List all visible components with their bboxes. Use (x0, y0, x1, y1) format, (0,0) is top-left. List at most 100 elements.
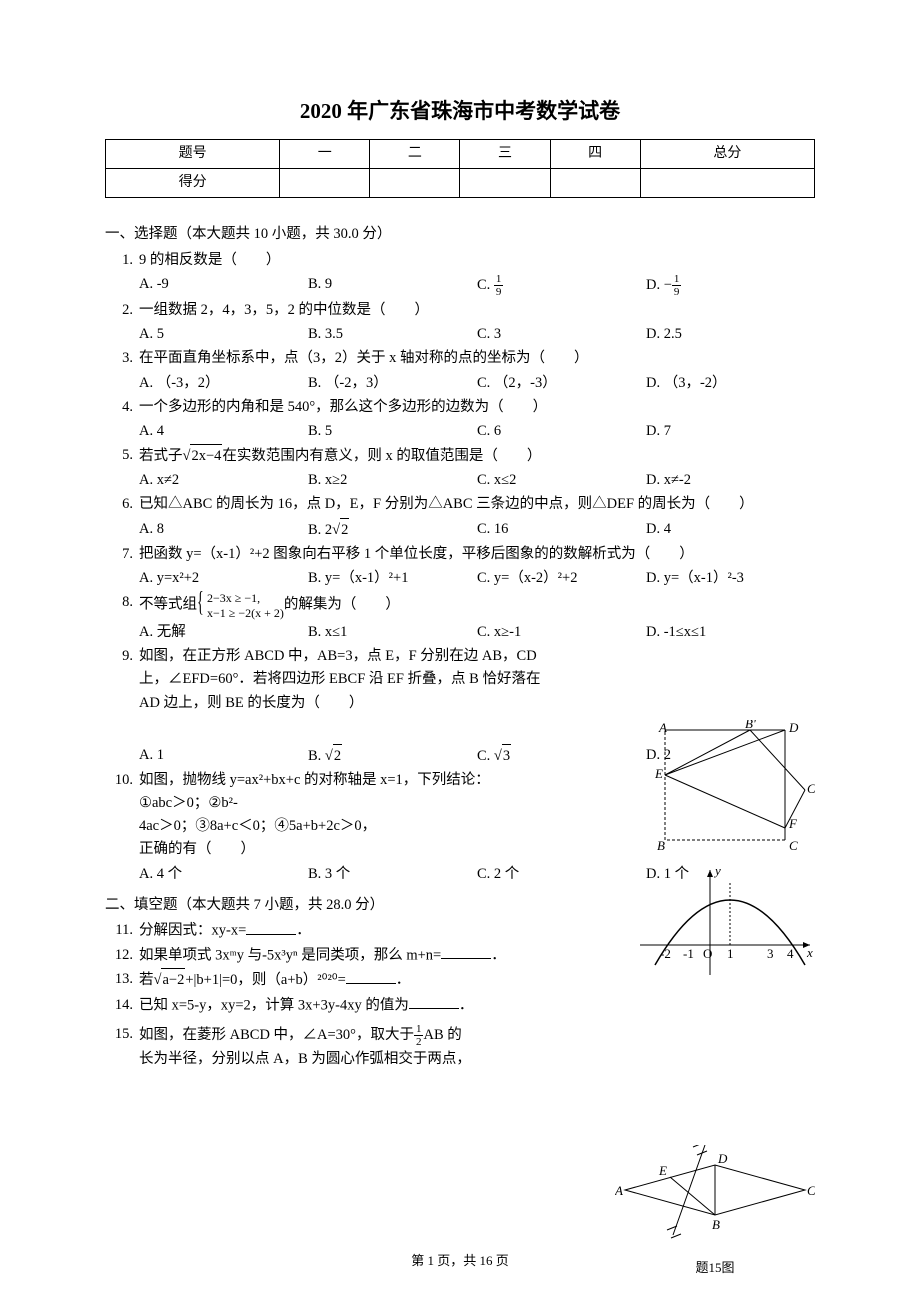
q8-text: 不等式组2−3x ≥ −1,x−1 ≥ −2(x + 2)的解集为（ ） (139, 591, 815, 620)
q6-opt-b: B. 22 (308, 518, 477, 542)
q11-num: 11. (105, 919, 139, 943)
q5-num: 5. (105, 444, 139, 492)
q6-opt-c: C. 16 (477, 518, 646, 542)
q1-text: 9 的相反数是（ ） (139, 249, 815, 272)
q3-text: 在平面直角坐标系中，点（3，2）关于 x 轴对称的点的坐标为（ ） (139, 347, 815, 370)
figure-q9: A B' D E C' F B C (655, 720, 815, 860)
svg-text:x: x (806, 945, 813, 960)
th-2: 二 (370, 139, 460, 168)
q6-num: 6. (105, 493, 139, 541)
figure-q10: O x y -2 -1 1 3 4 (635, 865, 815, 985)
td-1 (280, 168, 370, 197)
svg-text:A: A (615, 1183, 623, 1198)
svg-text:D: D (717, 1151, 728, 1166)
question-5: 5. 若式子2x−4在实数范围内有意义，则 x 的取值范围是（ ） A. x≠2… (105, 444, 815, 492)
q5-text: 若式子2x−4在实数范围内有意义，则 x 的取值范围是（ ） (139, 444, 815, 468)
q6-text: 已知△ABC 的周长为 16，点 D，E，F 分别为△ABC 三条边的中点，则△… (139, 493, 815, 516)
q4-opt-a: A. 4 (139, 420, 308, 443)
q10-line2: ①abc＞0；②b²- (139, 792, 519, 815)
q13-num: 13. (105, 968, 139, 992)
svg-text:4: 4 (787, 946, 794, 961)
td-3 (460, 168, 550, 197)
q5-opt-b: B. x≥2 (308, 469, 477, 492)
q10-opt-a: A. 4 个 (139, 863, 308, 886)
question-1: 1. 9 的相反数是（ ） A. -9 B. 9 C. 19 D. −19 (105, 249, 815, 298)
q8-num: 8. (105, 591, 139, 644)
q9-opt-b: B. 2 (308, 744, 477, 768)
q14-num: 14. (105, 994, 139, 1018)
svg-text:B: B (657, 838, 665, 853)
question-14: 14. 已知 x=5-y，xy=2，计算 3x+3y-4xy 的值为． (105, 994, 815, 1018)
q7-opt-b: B. y=（x-1）²+1 (308, 567, 477, 590)
question-6: 6. 已知△ABC 的周长为 16，点 D，E，F 分别为△ABC 三条边的中点… (105, 493, 815, 541)
svg-text:F: F (788, 816, 798, 831)
q2-opt-c: C. 3 (477, 323, 646, 346)
q3-num: 3. (105, 347, 139, 394)
svg-text:y: y (713, 865, 721, 878)
q7-text: 把函数 y=（x-1）²+2 图象向右平移 1 个单位长度，平移后图象的的数解析… (139, 543, 815, 566)
page-footer: 第 1 页，共 16 页 (0, 1251, 920, 1272)
q3-opt-a: A. （-3，2） (139, 372, 308, 395)
q10-text: 如图，抛物线 y=ax²+bx+c 的对称轴是 x=1，下列结论： (139, 769, 519, 792)
td-2 (370, 168, 460, 197)
svg-text:C: C (789, 838, 798, 853)
q6-opt-a: A. 8 (139, 518, 308, 542)
q2-text: 一组数据 2，4，3，5，2 的中位数是（ ） (139, 299, 815, 322)
q4-num: 4. (105, 396, 139, 443)
svg-text:A: A (658, 720, 667, 735)
q7-opt-d: D. y=（x-1）²-3 (646, 567, 815, 590)
svg-text:E: E (658, 1163, 667, 1178)
th-num: 题号 (106, 139, 280, 168)
q15-num: 15. (105, 1023, 139, 1071)
svg-text:B': B' (745, 720, 756, 731)
svg-text:3: 3 (767, 946, 774, 961)
td-score-label: 得分 (106, 168, 280, 197)
q1-num: 1. (105, 249, 139, 298)
q8-opt-b: B. x≤1 (308, 621, 477, 644)
th-4: 四 (550, 139, 640, 168)
q12-num: 12. (105, 944, 139, 968)
question-3: 3. 在平面直角坐标系中，点（3，2）关于 x 轴对称的点的坐标为（ ） A. … (105, 347, 815, 394)
svg-text:-1: -1 (683, 946, 694, 961)
q4-opt-c: C. 6 (477, 420, 646, 443)
q7-opt-c: C. y=（x-2）²+2 (477, 567, 646, 590)
svg-text:B: B (712, 1217, 720, 1232)
q6-opt-d: D. 4 (646, 518, 815, 542)
svg-text:1: 1 (727, 946, 734, 961)
q1-opt-a: A. -9 (139, 273, 308, 298)
q1-opt-b: B. 9 (308, 273, 477, 298)
q1-opt-d: D. −19 (646, 273, 815, 298)
question-15: 15. 如图，在菱形 ABCD 中，∠A=30°，取大于12AB 的 长为半径，… (105, 1023, 815, 1071)
question-2: 2. 一组数据 2，4，3，5，2 的中位数是（ ） A. 5 B. 3.5 C… (105, 299, 815, 346)
page-title: 2020 年广东省珠海市中考数学试卷 (105, 95, 815, 129)
q9-opt-a: A. 1 (139, 744, 308, 768)
section-1-header: 一、选择题（本大题共 10 小题，共 30.0 分） (105, 223, 815, 246)
svg-text:-2: -2 (660, 946, 671, 961)
q4-text: 一个多边形的内角和是 540°，那么这个多边形的边数为（ ） (139, 396, 815, 419)
q7-num: 7. (105, 543, 139, 590)
q7-opt-a: A. y=x²+2 (139, 567, 308, 590)
q3-opt-d: D. （3，-2） (646, 372, 815, 395)
svg-text:C: C (807, 1183, 815, 1198)
question-8: 8. 不等式组2−3x ≥ −1,x−1 ≥ −2(x + 2)的解集为（ ） … (105, 591, 815, 644)
q5-opt-a: A. x≠2 (139, 469, 308, 492)
q10-num: 10. (105, 769, 139, 886)
svg-text:O: O (703, 946, 712, 961)
q10-line3: 4ac＞0；③8a+c＜0；④5a+b+2c＞0， (139, 815, 519, 838)
q3-opt-c: C. （2，-3） (477, 372, 646, 395)
q5-opt-d: D. x≠-2 (646, 469, 815, 492)
score-table: 题号 一 二 三 四 总分 得分 (105, 139, 815, 199)
td-4 (550, 168, 640, 197)
q3-opt-b: B. （-2，3） (308, 372, 477, 395)
q4-opt-d: D. 7 (646, 420, 815, 443)
q2-opt-d: D. 2.5 (646, 323, 815, 346)
svg-text:D: D (788, 720, 799, 735)
q5-opt-c: C. x≤2 (477, 469, 646, 492)
th-3: 三 (460, 139, 550, 168)
q8-opt-c: C. x≥-1 (477, 621, 646, 644)
question-4: 4. 一个多边形的内角和是 540°，那么这个多边形的边数为（ ） A. 4 B… (105, 396, 815, 443)
q8-opt-d: D. -1≤x≤1 (646, 621, 815, 644)
q9-text: 如图，在正方形 ABCD 中，AB=3，点 E，F 分别在边 AB，CD 上，∠… (139, 645, 549, 715)
q14-text: 已知 x=5-y，xy=2，计算 3x+3y-4xy 的值为． (139, 994, 815, 1018)
q4-opt-b: B. 5 (308, 420, 477, 443)
